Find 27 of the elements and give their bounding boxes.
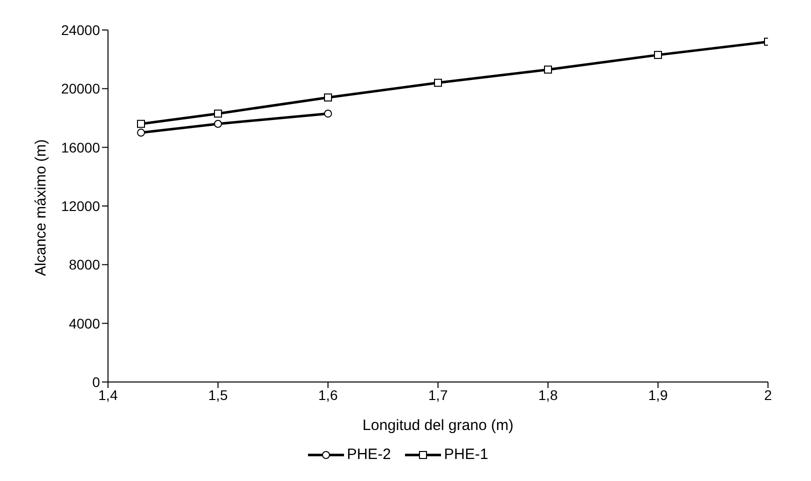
y-tick-label: 12000 (61, 198, 100, 214)
y-tick-label: 0 (92, 374, 100, 390)
x-tick-label: 1,7 (428, 386, 448, 403)
point (137, 128, 145, 137)
point (137, 120, 145, 128)
legend-label: PHE-1 (444, 446, 488, 463)
y-tick-label: 20000 (61, 80, 100, 97)
point (654, 50, 662, 59)
x-tick-label: 2 (764, 386, 772, 403)
x-tick-label: 1,5 (208, 386, 228, 403)
x-tick-label: 1,6 (318, 386, 338, 403)
x-tick-label: 1,9 (648, 386, 668, 403)
point (214, 110, 222, 118)
y-tick-label: 16000 (61, 139, 100, 156)
point (324, 110, 332, 118)
point (544, 66, 552, 74)
x-axis-title: Longitud del grano (m) (362, 417, 514, 434)
legend-label: PHE-2 (346, 446, 391, 463)
point (214, 120, 222, 128)
point (324, 93, 332, 102)
y-tick-label: 8000 (68, 256, 100, 273)
x-tick-label: 1,8 (538, 386, 558, 403)
y-axis-title: Alcance máximo (m) (32, 139, 50, 276)
y-tick-label: 24000 (61, 22, 100, 38)
x-tick-label: 1,4 (98, 386, 118, 403)
y-tick-label: 4000 (68, 315, 100, 332)
point (434, 78, 442, 87)
